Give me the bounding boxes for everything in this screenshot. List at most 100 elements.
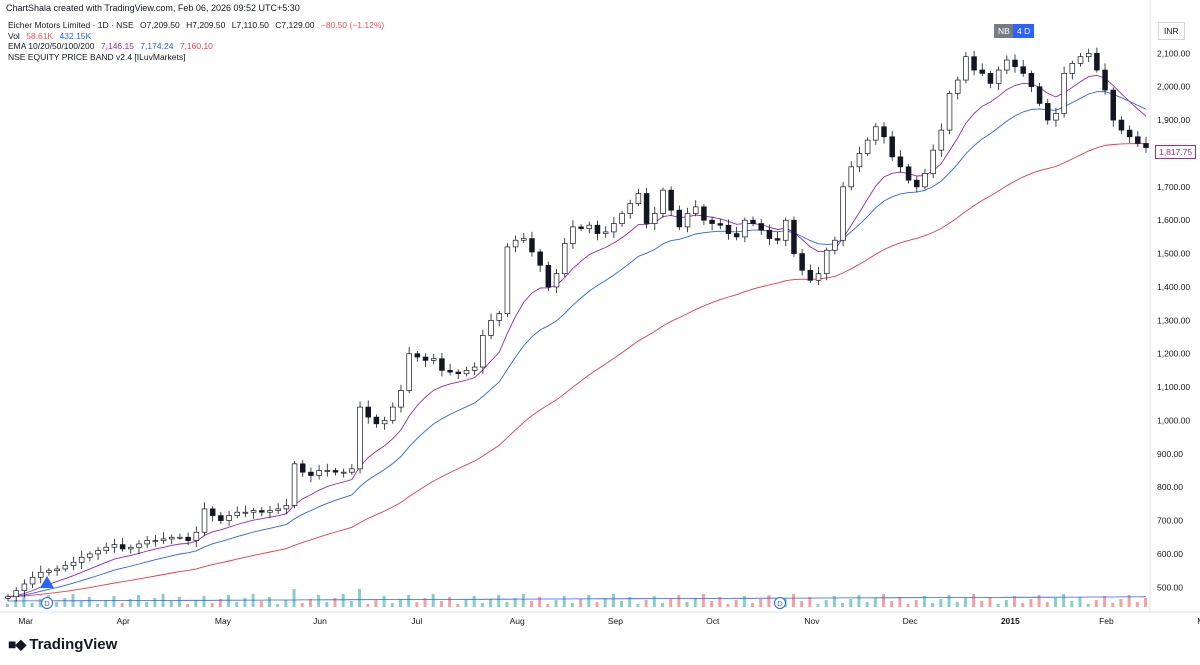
volume-bar bbox=[136, 595, 140, 607]
candle-body bbox=[807, 269, 814, 281]
volume-bar bbox=[96, 604, 100, 607]
candle-body bbox=[529, 238, 535, 253]
candle-body bbox=[1110, 89, 1117, 121]
candle-body bbox=[627, 203, 633, 214]
candle-body bbox=[823, 249, 830, 274]
volume-bar bbox=[325, 602, 329, 607]
currency-button[interactable]: INR bbox=[1158, 22, 1185, 40]
volume-bar bbox=[63, 598, 67, 607]
legend-indicator-row[interactable]: NSE EQUITY PRICE BAND v2.4 [ILuvMarkets] bbox=[8, 52, 388, 63]
volume-bar bbox=[415, 602, 419, 607]
candle-body bbox=[1053, 113, 1059, 121]
chart-legend: Eicher Motors Limited · 1D · NSE O7,209.… bbox=[8, 20, 388, 62]
time-axis[interactable]: Mar Apr May Jun Jul Aug Sep Oct Nov Dec 2015 Feb Mar… bbox=[18, 616, 1200, 626]
candle-body bbox=[250, 510, 257, 513]
volume-bar bbox=[751, 603, 755, 607]
candle-body bbox=[905, 166, 912, 181]
candle-body bbox=[570, 226, 576, 244]
volume-bar bbox=[259, 601, 263, 607]
candle-body bbox=[1077, 56, 1084, 64]
y-tick-label: 600.00 bbox=[1157, 549, 1183, 559]
volume-bar bbox=[358, 589, 362, 607]
candle-body bbox=[938, 129, 945, 151]
volume-bar bbox=[194, 600, 198, 607]
volume-bar bbox=[955, 602, 959, 607]
volume-bar bbox=[497, 595, 501, 607]
volume-bar bbox=[677, 595, 681, 607]
volume-bar bbox=[628, 597, 632, 607]
vol-label: Vol bbox=[8, 30, 20, 41]
candle-body bbox=[963, 56, 969, 81]
ema-value-2: 7,174.24 bbox=[140, 41, 174, 52]
x-tick-label: Dec bbox=[903, 616, 919, 626]
volume-bar bbox=[87, 597, 91, 607]
candle-body bbox=[545, 264, 552, 288]
candle-body bbox=[390, 406, 396, 421]
candle-body bbox=[365, 406, 371, 418]
candle-body bbox=[471, 366, 478, 371]
volume-bar bbox=[202, 596, 206, 607]
volume-bar bbox=[390, 603, 394, 607]
volume-bar bbox=[120, 603, 124, 607]
ema-value-3: 7,160.10 bbox=[179, 41, 213, 52]
candle-body bbox=[1004, 59, 1010, 71]
candle-body bbox=[725, 224, 732, 234]
volume-bar bbox=[791, 594, 795, 607]
candle-body bbox=[340, 471, 347, 474]
symbol-name[interactable]: Eicher Motors Limited · 1D · NSE bbox=[8, 20, 134, 30]
candle-body bbox=[701, 206, 707, 221]
volume-bar bbox=[882, 594, 886, 607]
ohlc-close: C7,129.00 bbox=[275, 20, 315, 30]
volume-bar bbox=[112, 596, 116, 607]
y-tick-label: 1,900.00 bbox=[1157, 115, 1190, 125]
volume-bar bbox=[317, 595, 321, 607]
volume-bar bbox=[1119, 599, 1123, 607]
volume-bar bbox=[562, 596, 566, 607]
ema-value-1: 7,146.15 bbox=[100, 41, 134, 52]
candle-body bbox=[46, 570, 52, 573]
candle-body bbox=[799, 253, 805, 271]
volume-bar bbox=[1021, 603, 1025, 607]
candle-body bbox=[373, 416, 380, 425]
candle-body bbox=[349, 468, 355, 473]
candle-body bbox=[242, 511, 249, 514]
volume-bar bbox=[30, 603, 34, 607]
ohlc-change: −80.50 (−1.12%) bbox=[320, 20, 385, 30]
candle-body bbox=[832, 239, 838, 251]
volume-bar bbox=[1094, 600, 1098, 607]
y-tick-label: 700.00 bbox=[1157, 516, 1183, 526]
candle-body bbox=[168, 536, 175, 540]
candle-body bbox=[488, 319, 494, 336]
volume-bar bbox=[669, 599, 673, 607]
volume-bar bbox=[366, 604, 370, 607]
dividend-marker-icon bbox=[41, 597, 53, 609]
candle-body bbox=[521, 238, 527, 241]
x-tick-label: Nov bbox=[804, 616, 820, 626]
candle-body bbox=[267, 510, 273, 513]
y-tick-label: 800.00 bbox=[1157, 482, 1183, 492]
volume-bar bbox=[235, 602, 239, 607]
ema-label: EMA 10/20/50/100/200 bbox=[8, 41, 95, 52]
candle-body bbox=[602, 231, 609, 234]
volume-bar bbox=[456, 604, 460, 607]
y-tick-label: 1,200.00 bbox=[1157, 349, 1190, 359]
volume-bar bbox=[636, 604, 640, 607]
volume-bar bbox=[1013, 596, 1017, 607]
candle-body bbox=[218, 515, 224, 521]
candle-body bbox=[128, 546, 134, 550]
volume-bar bbox=[1053, 598, 1057, 607]
volume-bar bbox=[284, 600, 288, 607]
legend-ema-row[interactable]: EMA 10/20/50/100/200 7,146.15 7,174.24 7… bbox=[8, 41, 388, 52]
price-axis[interactable]: 2,100.002,000.001,900.001,800.001,700.00… bbox=[1157, 48, 1190, 592]
candle-body bbox=[103, 546, 109, 551]
candle-body bbox=[54, 568, 60, 571]
volume-bar bbox=[292, 589, 296, 607]
volume-bar bbox=[873, 598, 877, 607]
volume-bar bbox=[480, 603, 484, 607]
candle-body bbox=[119, 544, 126, 550]
candle-body bbox=[1061, 73, 1067, 114]
volume-bar bbox=[660, 603, 664, 607]
candle-body bbox=[136, 543, 142, 548]
legend-volume-row[interactable]: Vol 58.61K 432.15K bbox=[8, 31, 388, 42]
